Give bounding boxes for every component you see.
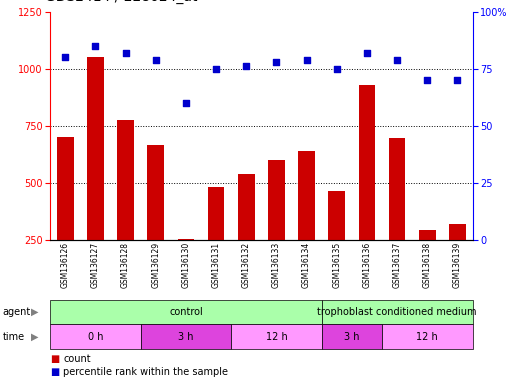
Bar (231, 324, 322, 349)
Point (453, 77, 461, 83)
Text: GSM136139: GSM136139 (453, 242, 462, 288)
Text: GSM136133: GSM136133 (272, 242, 281, 288)
Point (363, 50, 371, 56)
Text: GDS2414 / 228024_at: GDS2414 / 228024_at (45, 0, 197, 4)
Text: ▶: ▶ (31, 332, 38, 342)
Point (333, 66, 341, 72)
Text: GSM136138: GSM136138 (423, 242, 432, 288)
Text: GSM136135: GSM136135 (332, 242, 341, 288)
Point (242, 63, 250, 70)
Text: GSM136131: GSM136131 (212, 242, 221, 288)
Text: percentile rank within the sample: percentile rank within the sample (63, 367, 229, 377)
Bar (389, 138, 406, 240)
Bar (419, 230, 436, 240)
Text: agent: agent (3, 307, 31, 317)
Text: GSM136127: GSM136127 (91, 242, 100, 288)
Text: 3 h: 3 h (344, 332, 360, 342)
Text: GSM136136: GSM136136 (362, 242, 372, 288)
Bar (57, 137, 73, 240)
Point (182, 100, 190, 106)
Bar (322, 324, 382, 349)
Text: count: count (63, 354, 91, 364)
Text: GSM136129: GSM136129 (151, 242, 161, 288)
Point (152, 56, 160, 63)
Bar (140, 324, 231, 349)
Bar (322, 300, 473, 324)
Bar (268, 160, 285, 240)
Text: ■: ■ (50, 354, 60, 364)
Text: trophoblast conditioned medium: trophoblast conditioned medium (317, 307, 477, 317)
Text: 3 h: 3 h (178, 332, 194, 342)
Bar (359, 84, 375, 240)
Text: 12 h: 12 h (266, 332, 287, 342)
Bar (382, 324, 473, 349)
Text: ▶: ▶ (31, 307, 38, 317)
Point (121, 50, 130, 56)
Text: control: control (169, 307, 203, 317)
Point (212, 66, 220, 72)
Bar (238, 174, 254, 240)
Bar (177, 239, 194, 240)
Text: GSM136126: GSM136126 (61, 242, 70, 288)
Point (61, 54, 70, 60)
Text: GSM136128: GSM136128 (121, 242, 130, 288)
Text: GSM136132: GSM136132 (242, 242, 251, 288)
Text: time: time (3, 332, 25, 342)
Bar (87, 57, 103, 240)
Bar (50, 324, 140, 349)
Point (303, 56, 311, 63)
Point (393, 56, 401, 63)
Text: GSM136134: GSM136134 (302, 242, 311, 288)
Bar (117, 120, 134, 240)
Point (272, 59, 281, 65)
Text: 12 h: 12 h (417, 332, 438, 342)
Point (423, 77, 431, 83)
Bar (328, 191, 345, 240)
Text: ■: ■ (50, 367, 60, 377)
Text: GSM136137: GSM136137 (393, 242, 402, 288)
Bar (449, 224, 466, 240)
Text: 0 h: 0 h (88, 332, 103, 342)
Point (91, 43, 100, 49)
Text: GSM136130: GSM136130 (182, 242, 191, 288)
Bar (50, 300, 322, 324)
Bar (208, 187, 224, 240)
Bar (298, 151, 315, 240)
Bar (147, 145, 164, 240)
